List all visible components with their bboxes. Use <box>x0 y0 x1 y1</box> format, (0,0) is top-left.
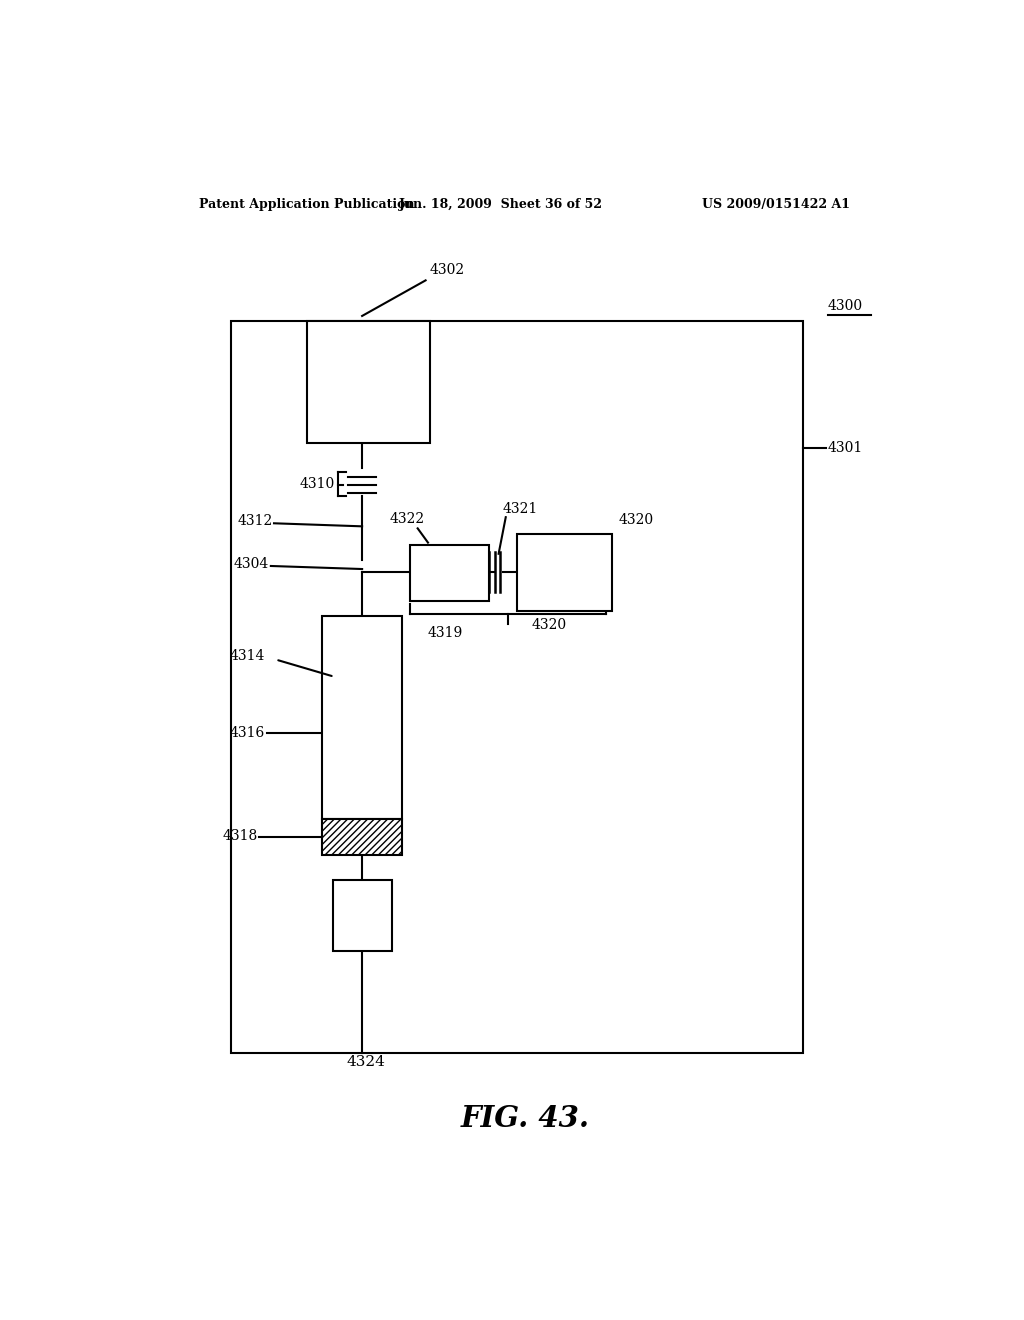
Text: 4310: 4310 <box>299 477 334 491</box>
Text: US 2009/0151422 A1: US 2009/0151422 A1 <box>702 198 850 211</box>
Text: 4314: 4314 <box>230 649 265 664</box>
Bar <box>333 880 392 952</box>
Text: 4312: 4312 <box>238 515 272 528</box>
Text: 4318: 4318 <box>222 829 257 843</box>
Text: 4301: 4301 <box>828 441 863 455</box>
Bar <box>323 818 401 854</box>
Text: 4320: 4320 <box>531 618 566 632</box>
Bar <box>231 321 803 1053</box>
Bar <box>323 615 401 818</box>
Text: 4324: 4324 <box>347 1055 385 1069</box>
Bar <box>517 535 612 611</box>
Text: 4304: 4304 <box>234 557 269 572</box>
Text: 4319: 4319 <box>428 626 463 640</box>
Text: 4300: 4300 <box>828 298 863 313</box>
Text: Patent Application Publication: Patent Application Publication <box>200 198 415 211</box>
Text: 4320: 4320 <box>618 513 653 527</box>
Text: FIG. 43.: FIG. 43. <box>461 1105 589 1134</box>
Text: 4316: 4316 <box>230 726 265 739</box>
Text: 4302: 4302 <box>430 263 465 277</box>
Bar <box>306 321 430 444</box>
Text: 4322: 4322 <box>390 512 425 527</box>
Text: 4321: 4321 <box>503 502 538 516</box>
Text: Jun. 18, 2009  Sheet 36 of 52: Jun. 18, 2009 Sheet 36 of 52 <box>399 198 603 211</box>
Bar <box>410 545 489 601</box>
